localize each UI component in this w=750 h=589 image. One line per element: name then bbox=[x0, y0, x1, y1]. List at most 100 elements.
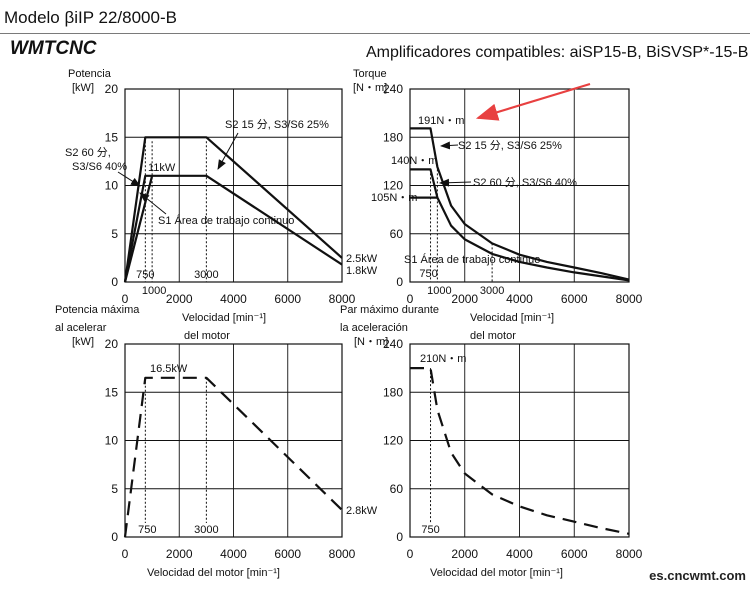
x-tick-label: 6000 bbox=[274, 547, 301, 561]
annotation-s1: S1 Área de trabajo continuo bbox=[404, 253, 540, 266]
arrow-s2-60 bbox=[439, 178, 472, 187]
y-tick-label: 60 bbox=[390, 482, 404, 496]
x-tick-label: 2000 bbox=[451, 547, 478, 561]
brand-logo: WMTCNC bbox=[10, 38, 97, 60]
arrow-s2-15 bbox=[217, 132, 239, 170]
x-axis-title: Velocidad del motor [min⁻¹] bbox=[147, 567, 280, 579]
y-tick-label: 0 bbox=[396, 275, 403, 289]
y-axis-unit: [kW] bbox=[72, 82, 94, 94]
annotation-140: 140N・m bbox=[391, 155, 437, 167]
y-tick-label: 120 bbox=[383, 179, 403, 193]
annotation-105: 105N・m bbox=[371, 192, 417, 204]
x-tick-label: 4000 bbox=[506, 547, 533, 561]
x-tick-label: 6000 bbox=[274, 292, 301, 306]
x-tick-label: 6000 bbox=[561, 547, 588, 561]
y-tick-label: 60 bbox=[390, 227, 404, 241]
x-tick-label: 4000 bbox=[506, 292, 533, 306]
chart-torque: 0 2000 4000 6000 8000 0 60 120 180 240 750 1000 3000… bbox=[353, 68, 643, 324]
annotation-peak: 16.5kW bbox=[150, 363, 188, 375]
header-divider bbox=[0, 33, 750, 34]
y-tick-label: 180 bbox=[383, 385, 403, 399]
y-tick-label: 15 bbox=[105, 130, 119, 144]
annotation-s2-15: S2 15 分, S3/S6 25% bbox=[225, 118, 329, 131]
annotation-end-a: 2.5kW bbox=[346, 253, 378, 265]
y-tick-label: 240 bbox=[383, 337, 403, 351]
label-3000: 3000 bbox=[194, 269, 218, 281]
x-tick-label: 4000 bbox=[220, 292, 247, 306]
annotation-s2-60: S2 60 分, S3/S6 40% bbox=[473, 176, 577, 189]
highlight-arrow bbox=[475, 82, 591, 121]
x-tick-label: 2000 bbox=[166, 292, 193, 306]
series-line bbox=[410, 168, 630, 282]
annotation-s2-15: S2 15 分, S3/S6 25% bbox=[458, 139, 562, 152]
y-tick-label: 10 bbox=[105, 179, 119, 193]
x-tick-label: 8000 bbox=[616, 292, 643, 306]
chart-accel-power: 0 2000 4000 6000 8000 0 5 10 15 20 750 3000 Potencia… bbox=[55, 304, 378, 579]
label-750: 750 bbox=[421, 524, 439, 536]
y-tick-label: 20 bbox=[105, 82, 119, 96]
series-line bbox=[123, 174, 343, 283]
series-line bbox=[123, 376, 343, 538]
annotation-peak: 210N・m bbox=[420, 353, 466, 365]
y-tick-label: 0 bbox=[111, 530, 118, 544]
label-3000: 3000 bbox=[480, 285, 504, 297]
x-tick-label: 4000 bbox=[220, 547, 247, 561]
label-750: 750 bbox=[138, 524, 156, 536]
y-tick-label: 5 bbox=[111, 482, 118, 496]
y-axis-title-2: al acelerar bbox=[55, 322, 107, 334]
arrow-s1 bbox=[139, 192, 167, 215]
y-axis-title: Par máximo durante bbox=[340, 304, 439, 316]
x-tick-label: 2000 bbox=[451, 292, 478, 306]
annotation-11kw: 11kW bbox=[148, 162, 176, 174]
y-axis-unit: [N・m] bbox=[353, 82, 387, 94]
y-tick-label: 0 bbox=[111, 275, 118, 289]
x-tick-label: 8000 bbox=[616, 547, 643, 561]
y-tick-label: 20 bbox=[105, 337, 119, 351]
arrow-s2-60 bbox=[117, 171, 141, 187]
model-title: Modelo βiIP 22/8000-B bbox=[4, 8, 177, 27]
annotation-s2-60-line1: S2 60 分, bbox=[65, 146, 111, 159]
y-tick-label: 180 bbox=[383, 130, 403, 144]
x-tick-label: 0 bbox=[122, 547, 129, 561]
annotation-end: 2.8kW bbox=[346, 505, 378, 517]
chart-title: del motor bbox=[470, 330, 516, 342]
y-axis-unit: [kW] bbox=[72, 336, 94, 348]
y-axis-title-2: la aceleración bbox=[340, 322, 408, 334]
chart-power: 0 2000 4000 6000 8000 0 5 10 15 20 750 1000 3000 Pote… bbox=[65, 68, 378, 324]
chart-title: del motor bbox=[184, 330, 230, 342]
compatible-amplifiers: Amplificadores compatibles: aiSP15-B, Bi… bbox=[366, 44, 749, 61]
x-axis-title: Velocidad [min⁻¹] bbox=[182, 312, 266, 324]
y-tick-label: 120 bbox=[383, 434, 403, 448]
y-axis-title: Potencia bbox=[68, 68, 112, 80]
y-tick-label: 5 bbox=[111, 227, 118, 241]
series-line bbox=[410, 127, 630, 281]
series-line bbox=[123, 136, 343, 283]
label-750: 750 bbox=[419, 268, 437, 280]
arrow-s2-15 bbox=[440, 141, 459, 150]
annotation-s1: S1 Área de trabajo continuo bbox=[158, 214, 294, 227]
x-tick-label: 8000 bbox=[329, 547, 356, 561]
x-tick-label: 6000 bbox=[561, 292, 588, 306]
x-tick-label: 2000 bbox=[166, 547, 193, 561]
watermark: es.cncwmt.com bbox=[649, 568, 746, 583]
y-tick-label: 240 bbox=[383, 82, 403, 96]
y-tick-label: 15 bbox=[105, 385, 119, 399]
annotation-end-b: 1.8kW bbox=[346, 265, 378, 277]
label-3000: 3000 bbox=[194, 524, 218, 536]
y-axis-title: Torque bbox=[353, 68, 387, 80]
label-1000: 1000 bbox=[427, 285, 451, 297]
x-tick-label: 0 bbox=[407, 292, 414, 306]
y-tick-label: 0 bbox=[396, 530, 403, 544]
annotation-s2-60-line2: S3/S6 40% bbox=[72, 161, 127, 173]
brand-logo-text: WMTCNC bbox=[10, 38, 97, 59]
label-750: 750 bbox=[136, 269, 154, 281]
x-axis-title: Velocidad del motor [min⁻¹] bbox=[430, 567, 563, 579]
y-axis-title: Potencia máxima bbox=[55, 304, 140, 316]
y-axis-unit: [N・m] bbox=[354, 336, 388, 348]
y-tick-label: 10 bbox=[105, 434, 119, 448]
series-line bbox=[410, 367, 630, 535]
x-tick-label: 0 bbox=[407, 547, 414, 561]
annotation-191: 191N・m bbox=[418, 115, 464, 127]
